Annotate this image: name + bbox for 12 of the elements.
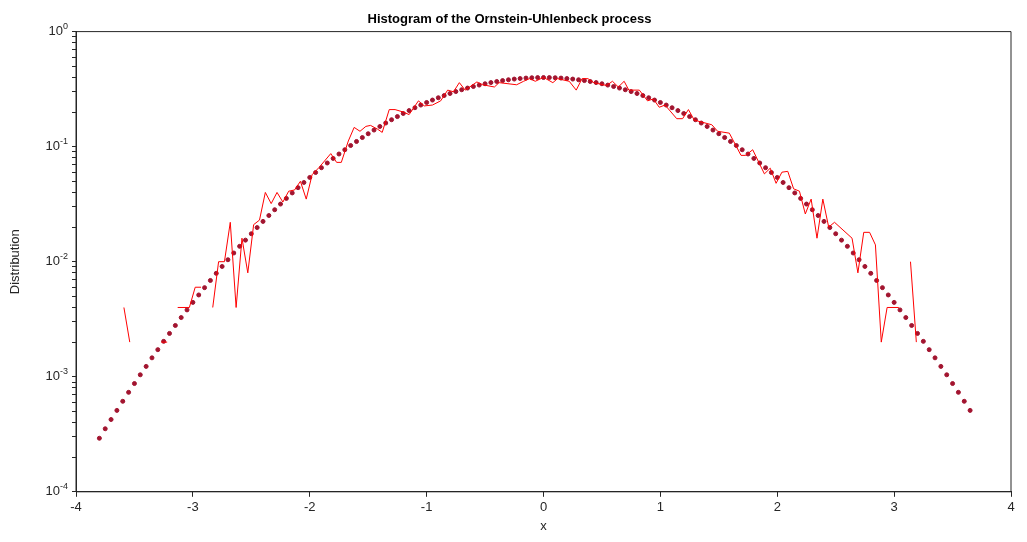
x-tick-label: 1 bbox=[656, 499, 664, 515]
x-tick-label: -1 bbox=[420, 499, 433, 515]
x-tick-label: -3 bbox=[187, 499, 199, 515]
x-tick-label: 0 bbox=[539, 499, 548, 515]
x-axis-title: x bbox=[540, 517, 548, 533]
x-tick-label: -4 bbox=[70, 499, 82, 515]
y-axis-title: Distribution bbox=[7, 229, 23, 295]
x-tick-label: 4 bbox=[1007, 499, 1015, 515]
x-tick-label: 2 bbox=[773, 499, 781, 515]
x-tick-label: -2 bbox=[303, 499, 316, 515]
chart-title: Histogram of the Ornstein-Uhlenbeck process bbox=[367, 11, 652, 27]
x-tick-label: 3 bbox=[890, 499, 898, 515]
